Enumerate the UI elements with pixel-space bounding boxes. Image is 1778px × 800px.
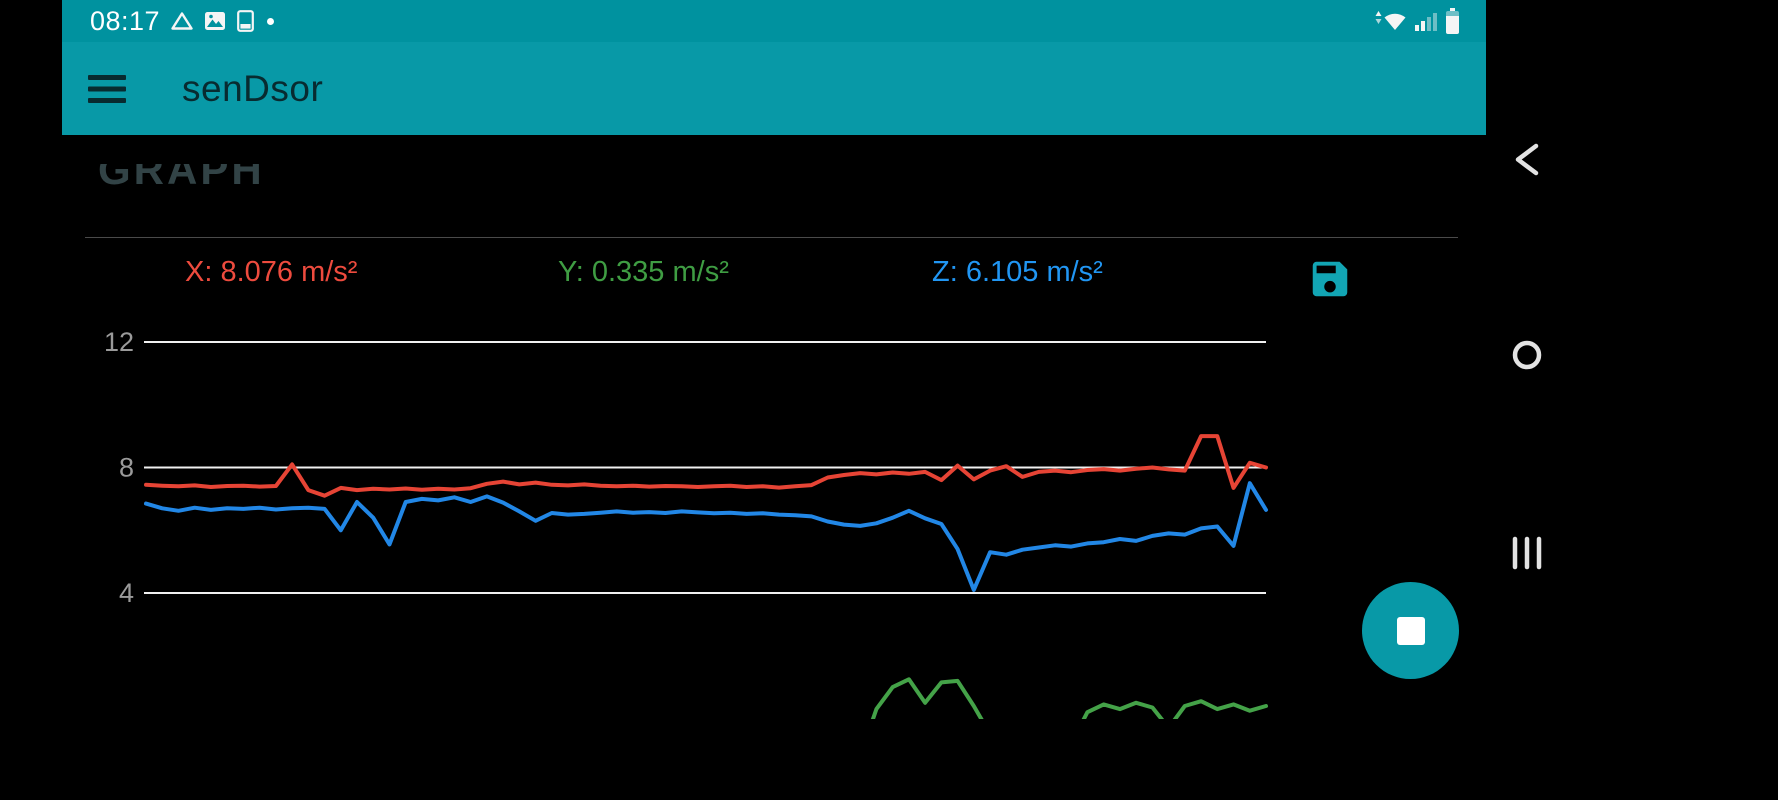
wifi-icon <box>1375 10 1407 32</box>
gallery-icon <box>204 11 226 31</box>
signal-strength-icon <box>1415 10 1437 32</box>
svg-text:12: 12 <box>104 327 134 357</box>
svg-text:8: 8 <box>119 453 134 483</box>
stop-icon <box>1396 616 1425 645</box>
drive-icon <box>171 11 193 31</box>
reading-z: Z: 6.105 m/s² <box>932 256 1103 288</box>
hamburger-menu-button[interactable] <box>88 74 126 104</box>
clock: 08:17 <box>90 5 161 36</box>
clipped-heading-text: GRAPH <box>98 164 265 193</box>
status-bar-right <box>1375 7 1486 35</box>
reading-y: Y: 0.335 m/s² <box>558 256 729 288</box>
app-bar: senDsor <box>62 42 1486 135</box>
battery-icon <box>1445 7 1460 35</box>
save-floppy-icon <box>1312 261 1348 297</box>
hamburger-menu-icon <box>88 74 126 103</box>
app-title: senDsor <box>182 67 324 109</box>
svg-text:4: 4 <box>119 578 134 608</box>
screenshot-icon <box>237 10 254 32</box>
save-button[interactable] <box>1306 256 1354 304</box>
recents-button[interactable] <box>1503 529 1551 577</box>
recents-icon <box>1512 536 1542 570</box>
back-chevron-icon <box>1515 143 1539 175</box>
back-button[interactable] <box>1503 135 1551 183</box>
stop-recording-fab[interactable] <box>1362 582 1459 679</box>
home-button[interactable] <box>1503 331 1551 379</box>
home-circle-icon <box>1512 340 1542 370</box>
clipped-section-heading: GRAPH <box>98 164 438 196</box>
status-bar-left: 08:17 <box>62 5 275 37</box>
divider <box>85 237 1458 238</box>
status-bar: 08:17 <box>62 0 1486 42</box>
reading-x: X: 8.076 m/s² <box>185 256 358 288</box>
notification-dot <box>267 17 275 25</box>
